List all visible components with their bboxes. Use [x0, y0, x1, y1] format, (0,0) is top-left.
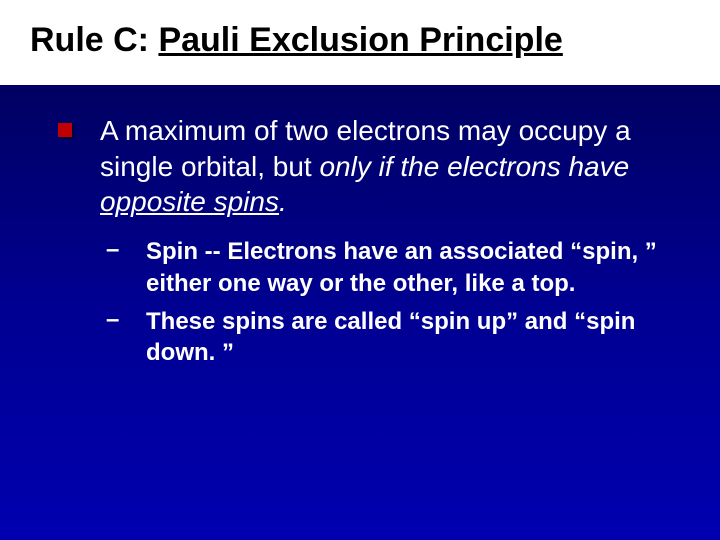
- list-item: – These spins are called “spin up” and “…: [106, 306, 670, 369]
- slide-title: Rule C: Pauli Exclusion Principle: [30, 20, 690, 61]
- sub-bullet-list: – Spin -- Electrons have an associated “…: [58, 236, 670, 369]
- slide: Rule C: Pauli Exclusion Principle A maxi…: [0, 0, 720, 540]
- main-bullet-text: A maximum of two electrons may occupy a …: [100, 113, 670, 220]
- square-bullet-icon: [58, 123, 72, 137]
- title-block: Rule C: Pauli Exclusion Principle: [0, 0, 720, 85]
- text-seg-3: opposite spins: [100, 186, 279, 217]
- list-item: – Spin -- Electrons have an associated “…: [106, 236, 670, 299]
- title-prefix: Rule C:: [30, 21, 158, 59]
- title-underlined: Pauli Exclusion Principle: [158, 21, 562, 59]
- main-bullet: A maximum of two electrons may occupy a …: [58, 113, 670, 220]
- dash-icon: –: [106, 236, 119, 264]
- sub-item-text: These spins are called “spin up” and “sp…: [146, 306, 670, 369]
- sub-item-text: Spin -- Electrons have an associated “sp…: [146, 236, 670, 299]
- body-area: A maximum of two electrons may occupy a …: [0, 85, 720, 369]
- text-seg-2: only if the electrons have: [319, 151, 629, 182]
- text-seg-4: .: [279, 186, 287, 217]
- dash-icon: –: [106, 306, 119, 334]
